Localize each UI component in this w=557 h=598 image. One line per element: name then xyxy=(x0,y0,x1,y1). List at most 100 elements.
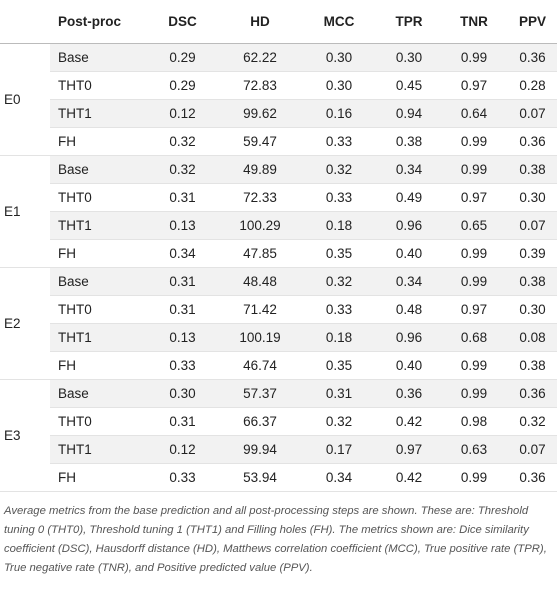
table-row: THT0 0.31 71.42 0.33 0.48 0.97 0.30 xyxy=(0,295,557,324)
group-label: E3 xyxy=(0,379,50,492)
table-row: FH 0.33 53.94 0.34 0.42 0.99 0.36 xyxy=(0,463,557,492)
value-cell: 0.65 xyxy=(440,211,508,240)
header-cell: TNR xyxy=(440,0,508,44)
value-cell: 0.34 xyxy=(300,463,378,492)
step-cell: THT1 xyxy=(50,435,145,464)
value-cell: 59.47 xyxy=(220,127,300,156)
table-row: E2 Base 0.31 48.48 0.32 0.34 0.99 0.38 xyxy=(0,267,557,380)
value-cell: 48.48 xyxy=(220,267,300,296)
step-cell: Base xyxy=(50,379,145,408)
value-cell: 0.99 xyxy=(440,239,508,268)
table-body: E0 Base 0.29 62.22 0.30 0.30 0.99 0.36 THT0 0.29 7… xyxy=(0,43,557,492)
value-cell: 0.99 xyxy=(440,351,508,380)
value-cell: 0.35 xyxy=(300,239,378,268)
value-cell: 0.97 xyxy=(378,435,440,464)
value-cell: 0.08 xyxy=(508,323,557,352)
table-row: THT1 0.12 99.94 0.17 0.97 0.63 0.07 xyxy=(0,435,557,464)
group-label: E0 xyxy=(0,43,50,156)
value-cell: 0.28 xyxy=(508,71,557,100)
step-cell: FH xyxy=(50,463,145,492)
value-cell: 0.31 xyxy=(145,267,220,296)
value-cell: 0.42 xyxy=(378,463,440,492)
value-cell: 0.30 xyxy=(300,71,378,100)
value-cell: 0.38 xyxy=(508,155,557,184)
value-cell: 0.07 xyxy=(508,211,557,240)
value-cell: 0.36 xyxy=(508,379,557,408)
table-row: THT0 0.31 66.37 0.32 0.42 0.98 0.32 xyxy=(0,407,557,436)
table-row: E3 Base 0.30 57.37 0.31 0.36 0.99 0.36 xyxy=(0,379,557,492)
value-cell: 0.07 xyxy=(508,99,557,128)
table-row: E1 Base 0.32 49.89 0.32 0.34 0.99 0.38 xyxy=(0,155,557,268)
value-cell: 0.18 xyxy=(300,323,378,352)
value-cell: 0.32 xyxy=(300,155,378,184)
value-cell: 0.32 xyxy=(300,407,378,436)
value-cell: 49.89 xyxy=(220,155,300,184)
value-cell: 0.97 xyxy=(440,295,508,324)
value-cell: 0.36 xyxy=(508,127,557,156)
value-cell: 66.37 xyxy=(220,407,300,436)
table-row: THT0 0.31 72.33 0.33 0.49 0.97 0.30 xyxy=(0,183,557,212)
value-cell: 99.94 xyxy=(220,435,300,464)
value-cell: 0.98 xyxy=(440,407,508,436)
value-cell: 0.99 xyxy=(440,155,508,184)
value-cell: 0.99 xyxy=(440,43,508,72)
value-cell: 0.42 xyxy=(378,407,440,436)
value-cell: 0.29 xyxy=(145,71,220,100)
header-cell: Post-proc xyxy=(50,0,145,44)
step-cell: THT0 xyxy=(50,71,145,100)
value-cell: 0.18 xyxy=(300,211,378,240)
results-table: Post-proc DSC HD MCC TPR TNR PPV E0 Base 0.29 62.… xyxy=(0,0,557,492)
value-cell: 0.96 xyxy=(378,211,440,240)
value-cell: 0.13 xyxy=(145,323,220,352)
table-row: THT1 0.13 100.19 0.18 0.96 0.68 0.08 xyxy=(0,323,557,352)
value-cell: 0.38 xyxy=(508,351,557,380)
step-cell: THT0 xyxy=(50,183,145,212)
header-cell: MCC xyxy=(300,0,378,44)
value-cell: 0.39 xyxy=(508,239,557,268)
value-cell: 72.83 xyxy=(220,71,300,100)
header-row: Post-proc DSC HD MCC TPR TNR PPV xyxy=(0,0,557,44)
value-cell: 71.42 xyxy=(220,295,300,324)
table-row: THT1 0.12 99.62 0.16 0.94 0.64 0.07 xyxy=(0,99,557,128)
step-cell: THT0 xyxy=(50,407,145,436)
value-cell: 0.31 xyxy=(145,407,220,436)
value-cell: 0.36 xyxy=(378,379,440,408)
value-cell: 0.68 xyxy=(440,323,508,352)
value-cell: 0.33 xyxy=(300,295,378,324)
value-cell: 47.85 xyxy=(220,239,300,268)
header-cell: PPV xyxy=(508,0,557,44)
value-cell: 0.36 xyxy=(508,43,557,72)
value-cell: 0.12 xyxy=(145,99,220,128)
value-cell: 100.19 xyxy=(220,323,300,352)
value-cell: 0.99 xyxy=(440,267,508,296)
value-cell: 0.30 xyxy=(508,183,557,212)
value-cell: 0.07 xyxy=(508,435,557,464)
caption: Average metrics from the base prediction… xyxy=(4,505,547,574)
value-cell: 0.30 xyxy=(508,295,557,324)
value-cell: 0.63 xyxy=(440,435,508,464)
value-cell: 0.33 xyxy=(145,463,220,492)
value-cell: 57.37 xyxy=(220,379,300,408)
group-label: E2 xyxy=(0,267,50,380)
value-cell: 0.31 xyxy=(145,183,220,212)
value-cell: 0.94 xyxy=(378,99,440,128)
value-cell: 0.36 xyxy=(508,463,557,492)
step-cell: THT0 xyxy=(50,295,145,324)
step-cell: FH xyxy=(50,351,145,380)
step-cell: Base xyxy=(50,155,145,184)
value-cell: 0.97 xyxy=(440,183,508,212)
value-cell: 0.38 xyxy=(378,127,440,156)
value-cell: 0.34 xyxy=(378,155,440,184)
value-cell: 0.45 xyxy=(378,71,440,100)
value-cell: 0.32 xyxy=(300,267,378,296)
value-cell: 0.99 xyxy=(440,463,508,492)
value-cell: 99.62 xyxy=(220,99,300,128)
step-cell: FH xyxy=(50,239,145,268)
group-label: E1 xyxy=(0,155,50,268)
header-cell xyxy=(0,0,50,44)
value-cell: 46.74 xyxy=(220,351,300,380)
value-cell: 0.31 xyxy=(300,379,378,408)
header-cell: TPR xyxy=(378,0,440,44)
value-cell: 0.32 xyxy=(508,407,557,436)
value-cell: 0.99 xyxy=(440,379,508,408)
